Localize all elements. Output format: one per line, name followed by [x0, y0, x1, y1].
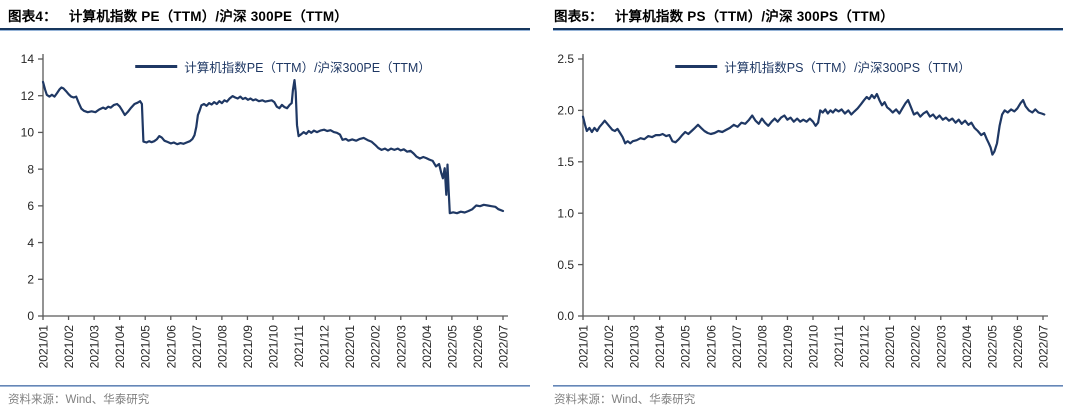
y-tick-label: 6: [27, 199, 34, 213]
y-tick-label: 14: [21, 52, 35, 66]
chart-area-ps: 0.0 0.5 1.0 1.5 2.0 2.5 2021/01 2021/02 2021/03 2…: [540, 31, 1080, 383]
x-tick-label: 2022/05: [985, 325, 999, 369]
figure-label: 图表5：: [554, 9, 603, 24]
x-tick-label: 2021/10: [807, 325, 821, 369]
figure-panel-pe: 图表4： 计算机指数 PE（TTM）/沪深 300PE（TTM） 0 2 4 6 8 10 1…: [0, 0, 540, 407]
legend-line-swatch: [675, 65, 718, 68]
x-tick-label: 2022/05: [445, 325, 459, 369]
y-tick-label: 1.5: [557, 155, 574, 169]
source-rule: [0, 385, 530, 387]
chart-area-pe: 0 2 4 6 8 10 12 14 2021/01 2021/02 2021/03 2021/04 2…: [0, 31, 540, 383]
title-rule-dark: [0, 28, 530, 30]
x-tick-label: 2021/05: [679, 325, 693, 369]
y-tick-label: 0.0: [557, 309, 574, 323]
figure-label: 图表4：: [8, 9, 57, 24]
x-tick-label: 2021/12: [858, 325, 872, 369]
legend-pe: 计算机指数PE（TTM）/沪深300PE（TTM）: [135, 57, 431, 76]
figure-title-text: 计算机指数 PE（TTM）/沪深 300PE（TTM）: [68, 9, 348, 24]
source-text: 资料来源：Wind、华泰研究: [554, 394, 696, 406]
x-tick-label: 2022/03: [934, 325, 948, 369]
x-tick-label: 2021/05: [139, 325, 153, 369]
x-tick-label: 2021/06: [704, 325, 718, 369]
figure-title-pe: 图表4： 计算机指数 PE（TTM）/沪深 300PE（TTM）: [0, 0, 540, 28]
x-tick-label: 2021/04: [653, 325, 667, 369]
x-tick-label: 2021/08: [215, 325, 229, 369]
series-line: [581, 92, 1046, 156]
y-tick-label: 2.0: [557, 104, 574, 118]
x-tick-label: 2021/08: [755, 325, 769, 369]
series-line: [41, 78, 505, 215]
x-tick-label: 2021/12: [318, 325, 332, 369]
y-tick-label: 12: [21, 89, 35, 103]
x-tick-label: 2021/06: [164, 325, 178, 369]
x-tick-label: 2021/04: [113, 325, 127, 369]
ps-ratio-line-chart: 0.0 0.5 1.0 1.5 2.0 2.5 2021/01 2021/02 2021/03 2…: [557, 52, 1051, 369]
source-note-pe: 资料来源：Wind、华泰研究: [0, 385, 540, 407]
x-tick-label: 2021/01: [577, 325, 591, 369]
x-tick-label: 2022/01: [343, 325, 357, 369]
source-note-ps: 资料来源：Wind、华泰研究: [540, 385, 1080, 407]
figure-title-ps: 图表5： 计算机指数 PS（TTM）/沪深 300PS（TTM）: [540, 0, 1080, 28]
x-tick-label: 2022/02: [909, 325, 923, 369]
legend-ps: 计算机指数PS（TTM）/沪深300PS（TTM）: [675, 57, 971, 76]
x-tick-label: 2021/10: [267, 325, 281, 369]
x-tick-label: 2021/02: [602, 325, 616, 369]
x-tick-label: 2022/04: [420, 325, 434, 369]
y-tick-label: 0.5: [557, 258, 574, 272]
title-rule-light: [0, 30, 530, 31]
x-tick-label: 2021/07: [190, 325, 204, 369]
x-tick-label: 2022/03: [394, 325, 408, 369]
pe-ratio-line-chart: 0 2 4 6 8 10 12 14 2021/01 2021/02 2021/03 2021/04 2…: [21, 52, 511, 369]
legend-label: 计算机指数PS（TTM）/沪深300PS（TTM）: [724, 61, 971, 75]
title-rule: [553, 28, 1063, 31]
title-rule-dark: [553, 28, 1063, 30]
x-tick-label: 2022/04: [960, 325, 974, 369]
x-tick-label: 2021/09: [241, 325, 255, 369]
y-tick-label: 4: [27, 236, 34, 250]
y-tick-label: 2.5: [557, 52, 574, 66]
x-tick-label: 2021/11: [832, 325, 846, 368]
x-tick-label: 2021/01: [37, 325, 51, 369]
title-rule-light: [553, 30, 1063, 31]
source-text: 资料来源：Wind、华泰研究: [8, 394, 150, 406]
legend-label: 计算机指数PE（TTM）/沪深300PE（TTM）: [184, 61, 431, 75]
x-tick-label: 2021/03: [628, 325, 642, 369]
x-tick-label: 2022/02: [369, 325, 383, 369]
y-tick-label: 2: [27, 272, 34, 286]
x-tick-label: 2021/09: [781, 325, 795, 369]
x-tick-label: 2021/11: [292, 325, 306, 368]
x-tick-label: 2022/06: [471, 325, 485, 369]
y-tick-label: 0: [27, 309, 34, 323]
x-tick-label: 2022/07: [497, 325, 511, 369]
x-tick-label: 2021/02: [62, 325, 76, 369]
x-tick-label: 2021/07: [730, 325, 744, 369]
figure-title-text: 计算机指数 PS（TTM）/沪深 300PS（TTM）: [614, 9, 894, 24]
figure-panel-ps: 图表5： 计算机指数 PS（TTM）/沪深 300PS（TTM） 0.0 0.5 1.…: [540, 0, 1080, 411]
y-tick-label: 8: [27, 162, 34, 176]
x-tick-label: 2022/01: [883, 325, 897, 369]
legend-line-swatch: [135, 65, 178, 68]
x-tick-label: 2022/07: [1037, 325, 1051, 369]
y-tick-label: 10: [21, 126, 35, 140]
y-tick-label: 1.0: [557, 206, 574, 220]
x-tick-label: 2021/03: [88, 325, 102, 369]
source-rule: [553, 385, 1063, 387]
title-rule: [0, 28, 530, 31]
x-tick-label: 2022/06: [1011, 325, 1025, 369]
